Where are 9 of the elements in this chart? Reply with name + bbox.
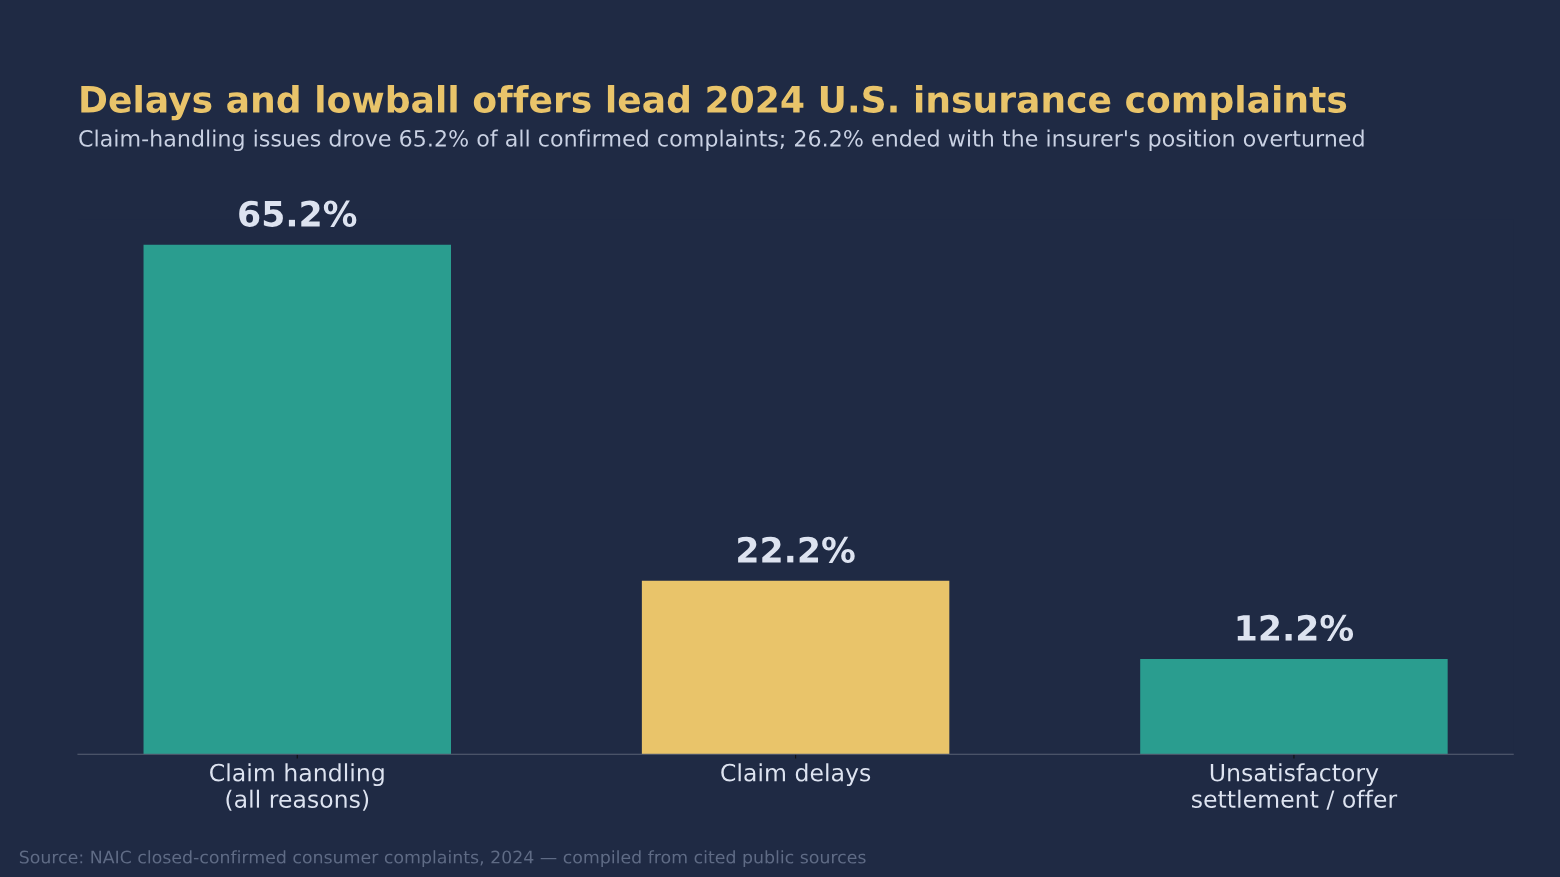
data-label: 22.2% bbox=[738, 536, 855, 563]
data-label: 65.2% bbox=[239, 200, 357, 227]
x-tick-label: Unsatisfactory settlement / offer bbox=[1191, 763, 1398, 810]
source-note: Source: NAIC closed-confirmed consumer complaints, 2024 — compiled from cited public sources bbox=[19, 850, 866, 867]
data-label: 12.2% bbox=[1237, 614, 1354, 642]
chart-title: Delays and lowball offers lead 2024 U.S. insurance complaints bbox=[81, 84, 1347, 121]
chart-subtitle: Claim-handling issues drove 65.2% of all confirmed complaints; 26.2% ended with the insurer's position overturned bbox=[79, 129, 1364, 152]
x-tick-label: Claim delays bbox=[721, 763, 871, 787]
x-tick-label: Claim handling (all reasons) bbox=[210, 763, 384, 811]
